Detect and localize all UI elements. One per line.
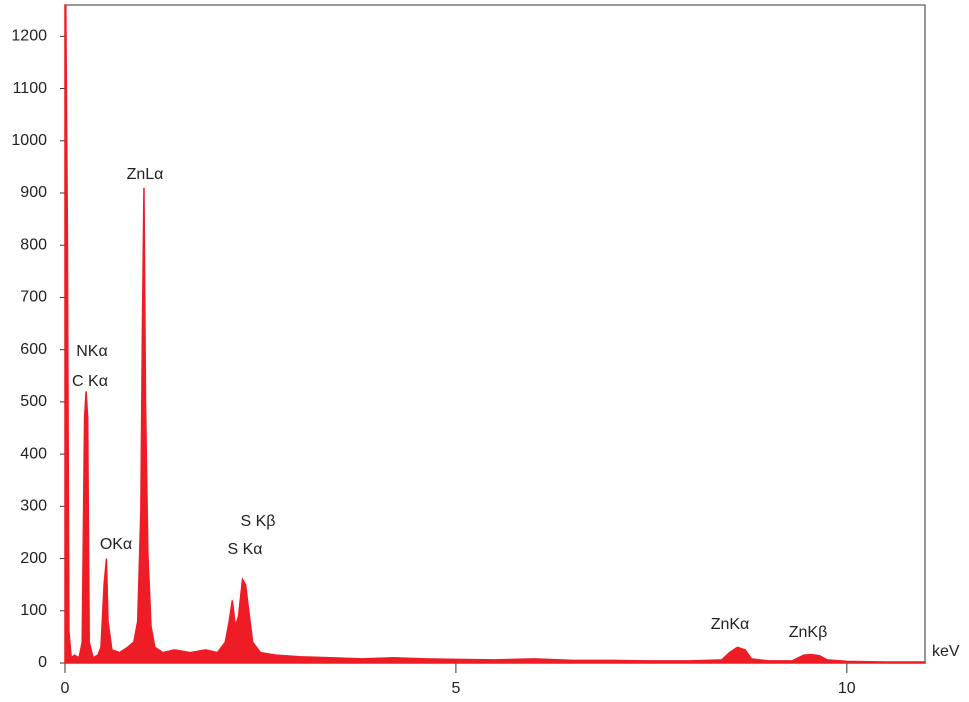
y-tick-label: 200 [20,550,47,567]
y-tick-label: 300 [20,498,47,515]
x-tick-label: 0 [61,680,70,697]
y-tick-label: 1200 [11,28,47,45]
peak-label: ZnLα [127,166,164,183]
y-tick-label: 0 [38,654,47,671]
plot-frame [64,4,926,664]
x-axis-label: keV [932,643,960,660]
y-tick-label: 100 [20,602,47,619]
y-tick-label: 700 [20,289,47,306]
y-tick-label: 500 [20,393,47,410]
peak-label: S Kα [227,541,262,558]
peak-label: OKα [100,536,132,553]
y-tick-label: 900 [20,184,47,201]
peak-label: ZnKβ [789,624,828,641]
y-tick-label: 400 [20,445,47,462]
y-tick-label: 1100 [13,80,48,97]
y-tick-label: 1000 [11,132,47,149]
x-tick-label: 10 [838,680,856,697]
spectrum [64,4,926,664]
x-tick-label: 5 [451,680,460,697]
peak-label: NKα [76,343,107,360]
y-tick-label: 600 [20,341,47,358]
peak-label: ZnKα [711,616,750,633]
y-tick-label: 800 [20,236,47,253]
peak-label: S Kβ [241,513,276,530]
peak-label: C Kα [72,373,108,390]
